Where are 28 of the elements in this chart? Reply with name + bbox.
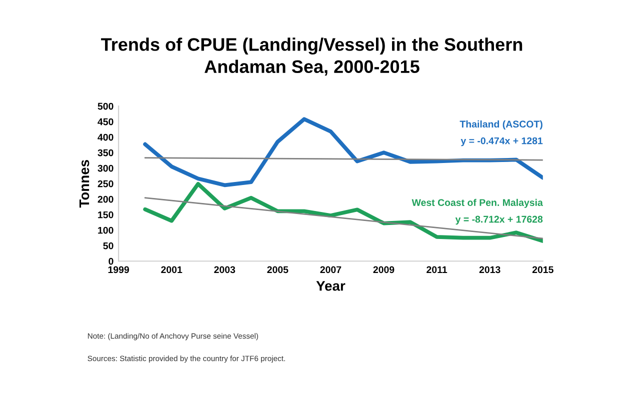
x-tick-label: 2001 (161, 266, 182, 274)
y-tick-label: 500 (98, 102, 114, 110)
x-tick-label: 1999 (108, 266, 130, 274)
y-tick-label: 200 (98, 196, 114, 203)
y-tick-label: 300 (98, 164, 114, 172)
x-tick-label: 2007 (320, 266, 342, 274)
y-tick-label: 50 (103, 242, 114, 250)
y-tick-label: 0 (108, 258, 114, 265)
x-tick-label: 2009 (373, 266, 394, 274)
annotation: y = -0.474x + 1281 (460, 137, 543, 146)
text: Thailand (ASCOT) (460, 120, 542, 130)
annotation: y = -8.712x + 17628 (455, 216, 543, 225)
x-tick-label: 2011 (426, 266, 448, 274)
x-axis-title: Year (316, 281, 346, 291)
y-tick-label: 400 (98, 134, 114, 141)
x-tick-label: 2003 (214, 266, 236, 274)
x-tick-label: 2013 (479, 266, 500, 274)
series-label: West Coast of Pen. Malaysia (412, 198, 543, 208)
y-tick-label: 350 (98, 149, 114, 156)
y-tick-label: 450 (98, 118, 114, 126)
x-tick-label: 2005 (267, 266, 288, 274)
chart-title: Trends of CPUE (Landing/Vessel) in the Southern Andaman Sea, 2000-2015 (101, 38, 522, 76)
y-tick-label: 150 (98, 211, 114, 218)
y-tick-label: 250 (98, 180, 114, 188)
y-tick-label: 100 (98, 226, 114, 234)
x-tick-label: 2015 (532, 266, 554, 274)
line-series (143, 182, 543, 243)
y-axis-title: Tonnes (79, 160, 90, 208)
